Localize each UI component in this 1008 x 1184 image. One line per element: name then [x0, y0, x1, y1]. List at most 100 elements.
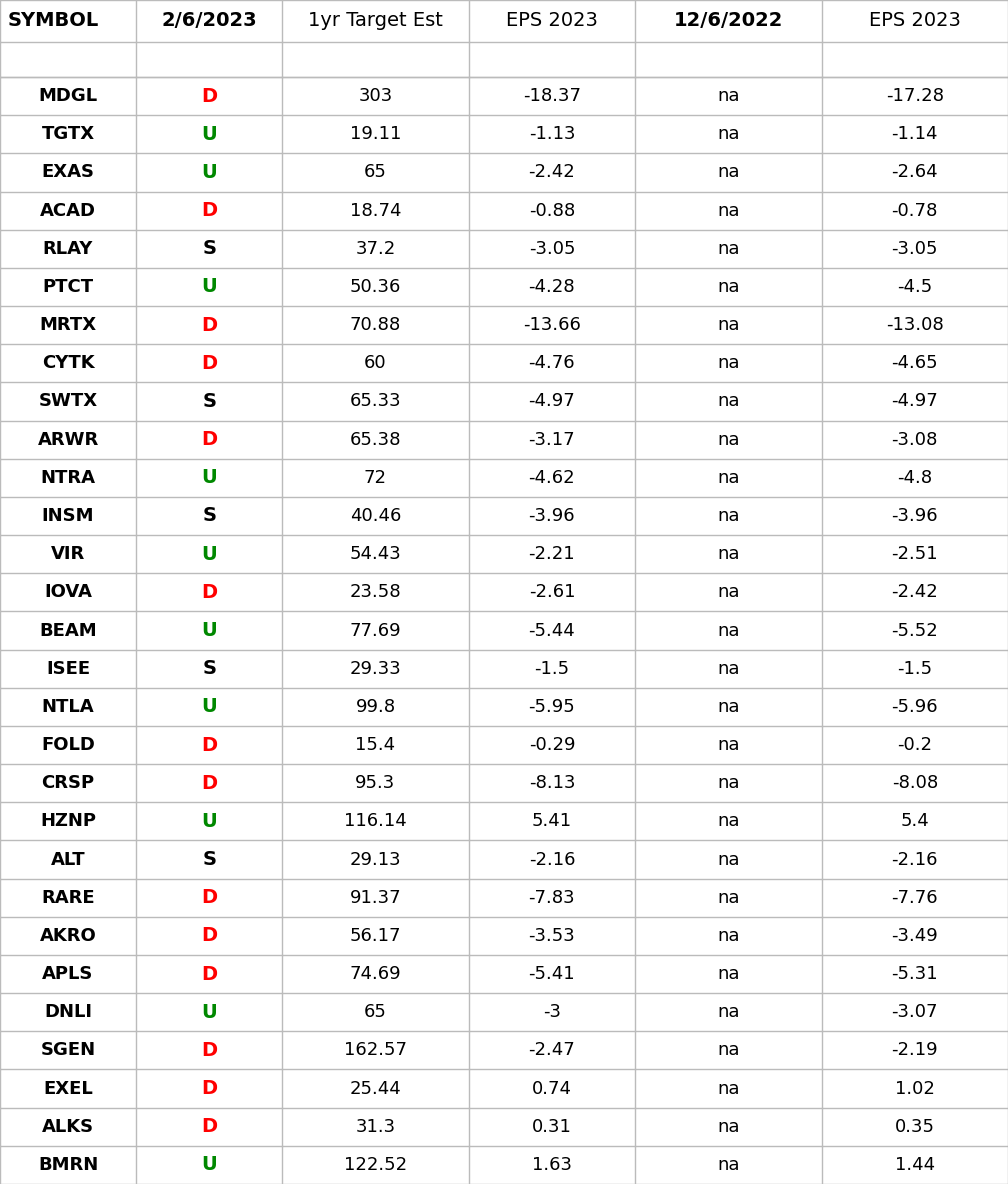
Text: EXEL: EXEL: [43, 1080, 93, 1098]
Text: 29.13: 29.13: [350, 850, 401, 869]
Text: 0.74: 0.74: [532, 1080, 572, 1098]
Text: na: na: [717, 1080, 740, 1098]
Text: na: na: [717, 736, 740, 754]
Text: -3.53: -3.53: [528, 927, 576, 945]
Text: D: D: [202, 965, 217, 984]
Text: na: na: [717, 889, 740, 907]
Text: U: U: [202, 620, 217, 641]
Text: 1.63: 1.63: [532, 1156, 572, 1173]
Text: -5.41: -5.41: [528, 965, 576, 983]
Text: S: S: [203, 850, 216, 869]
Text: -3.49: -3.49: [891, 927, 938, 945]
Text: -3.96: -3.96: [528, 507, 576, 525]
Text: na: na: [717, 88, 740, 105]
Text: D: D: [202, 1079, 217, 1098]
Text: 50.36: 50.36: [350, 278, 401, 296]
Text: NTLA: NTLA: [41, 697, 95, 716]
Text: -17.28: -17.28: [886, 88, 943, 105]
Text: -2.16: -2.16: [891, 850, 938, 869]
Text: -7.76: -7.76: [891, 889, 938, 907]
Text: -5.52: -5.52: [891, 622, 938, 639]
Text: na: na: [717, 927, 740, 945]
Text: MRTX: MRTX: [39, 316, 97, 334]
Text: -3.05: -3.05: [528, 240, 576, 258]
Text: na: na: [717, 354, 740, 372]
Text: na: na: [717, 1003, 740, 1022]
Text: 25.44: 25.44: [350, 1080, 401, 1098]
Text: na: na: [717, 545, 740, 564]
Text: -5.44: -5.44: [528, 622, 576, 639]
Text: CYTK: CYTK: [41, 354, 95, 372]
Text: HZNP: HZNP: [40, 812, 96, 830]
Text: U: U: [202, 697, 217, 716]
Text: PTCT: PTCT: [42, 278, 94, 296]
Text: 116.14: 116.14: [344, 812, 407, 830]
Text: -4.76: -4.76: [528, 354, 576, 372]
Text: na: na: [717, 469, 740, 487]
Text: NTRA: NTRA: [40, 469, 96, 487]
Text: na: na: [717, 584, 740, 601]
Text: 1.44: 1.44: [895, 1156, 934, 1173]
Text: -3: -3: [543, 1003, 560, 1022]
Text: 60: 60: [364, 354, 387, 372]
Text: EPS 2023: EPS 2023: [506, 12, 598, 31]
Text: -4.5: -4.5: [897, 278, 932, 296]
Text: -13.66: -13.66: [523, 316, 581, 334]
Text: 65: 65: [364, 1003, 387, 1022]
Text: 1.02: 1.02: [895, 1080, 934, 1098]
Text: RLAY: RLAY: [43, 240, 93, 258]
Text: -1.5: -1.5: [534, 659, 570, 677]
Text: BEAM: BEAM: [39, 622, 97, 639]
Text: D: D: [202, 583, 217, 601]
Text: D: D: [202, 926, 217, 945]
Text: -2.16: -2.16: [528, 850, 576, 869]
Text: RARE: RARE: [41, 889, 95, 907]
Text: -0.78: -0.78: [891, 201, 938, 219]
Text: S: S: [203, 659, 216, 678]
Text: -2.42: -2.42: [528, 163, 576, 181]
Text: -1.14: -1.14: [891, 126, 938, 143]
Text: -4.97: -4.97: [528, 392, 576, 411]
Text: 1yr Target Est: 1yr Target Est: [308, 12, 443, 31]
Text: ARWR: ARWR: [37, 431, 99, 449]
Text: 95.3: 95.3: [356, 774, 395, 792]
Text: 303: 303: [359, 88, 392, 105]
Text: -4.97: -4.97: [891, 392, 938, 411]
Text: U: U: [202, 469, 217, 488]
Text: 18.74: 18.74: [350, 201, 401, 219]
Text: na: na: [717, 240, 740, 258]
Text: D: D: [202, 888, 217, 907]
Text: U: U: [202, 163, 217, 182]
Text: U: U: [202, 277, 217, 296]
Text: 162.57: 162.57: [344, 1042, 407, 1060]
Text: na: na: [717, 507, 740, 525]
Text: -13.08: -13.08: [886, 316, 943, 334]
Text: -18.37: -18.37: [523, 88, 581, 105]
Text: na: na: [717, 1156, 740, 1173]
Text: S: S: [203, 239, 216, 258]
Text: -3.07: -3.07: [891, 1003, 938, 1022]
Text: ACAD: ACAD: [40, 201, 96, 219]
Text: 40.46: 40.46: [350, 507, 401, 525]
Text: 70.88: 70.88: [350, 316, 401, 334]
Text: D: D: [202, 201, 217, 220]
Text: U: U: [202, 124, 217, 143]
Text: na: na: [717, 850, 740, 869]
Text: 54.43: 54.43: [350, 545, 401, 564]
Text: D: D: [202, 735, 217, 754]
Text: 23.58: 23.58: [350, 584, 401, 601]
Text: 31.3: 31.3: [356, 1118, 395, 1135]
Text: -0.88: -0.88: [529, 201, 575, 219]
Text: AKRO: AKRO: [39, 927, 97, 945]
Text: 0.35: 0.35: [895, 1118, 934, 1135]
Text: BMRN: BMRN: [38, 1156, 98, 1173]
Text: D: D: [202, 86, 217, 105]
Text: 72: 72: [364, 469, 387, 487]
Text: TGTX: TGTX: [41, 126, 95, 143]
Text: INSM: INSM: [41, 507, 95, 525]
Text: -3.96: -3.96: [891, 507, 938, 525]
Text: 15.4: 15.4: [356, 736, 395, 754]
Text: 5.4: 5.4: [900, 812, 929, 830]
Text: S: S: [203, 507, 216, 526]
Text: -2.64: -2.64: [891, 163, 938, 181]
